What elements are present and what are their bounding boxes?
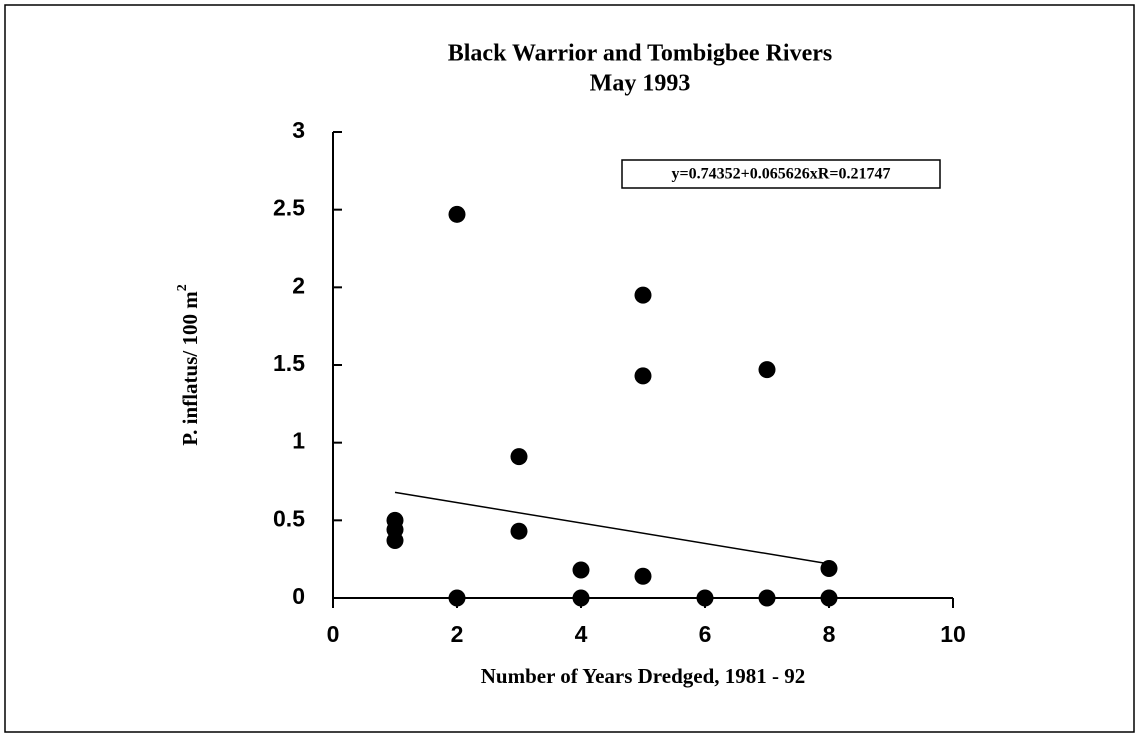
trend-line xyxy=(394,491,830,565)
x-tick-label: 4 xyxy=(575,621,588,647)
annotation: y=0.74352+0.065626xR=0.21747 xyxy=(672,166,891,183)
point xyxy=(634,567,652,585)
point xyxy=(758,361,776,379)
point xyxy=(386,532,404,550)
x-axis-label: Number of Years Dredged, 1981 - 92 xyxy=(481,664,806,688)
chart-title: Black Warrior and Tombigbee Rivers xyxy=(448,41,832,67)
point xyxy=(510,522,528,540)
y-tick-label: 3 xyxy=(292,117,305,143)
y-axis-label: P. inflatus/ 100 m2 xyxy=(175,284,202,445)
chart-subtitle: May 1993 xyxy=(590,71,691,97)
y-tick-label: 0.5 xyxy=(273,505,305,531)
x-tick-label: 2 xyxy=(451,621,464,647)
point xyxy=(510,448,528,466)
point xyxy=(634,367,652,385)
point xyxy=(758,589,776,607)
point xyxy=(820,589,838,607)
x-tick-label: 10 xyxy=(940,621,966,647)
point xyxy=(634,286,652,304)
annotation-box xyxy=(621,159,941,189)
x-tick-label: 0 xyxy=(327,621,340,647)
x-tick-label: 6 xyxy=(699,621,712,647)
frame xyxy=(4,4,1135,733)
y-tick-label: 0 xyxy=(292,583,305,609)
point xyxy=(448,589,466,607)
y-tick-label: 1 xyxy=(292,428,305,454)
y-axis-label-text: P. inflatus/ 100 m xyxy=(178,291,202,446)
y-tick-label: 1.5 xyxy=(273,350,305,376)
point xyxy=(820,559,838,577)
point xyxy=(572,561,590,579)
x-tick-label: 8 xyxy=(823,621,836,647)
point xyxy=(448,205,466,223)
point xyxy=(696,589,714,607)
y-axis-label-superscript: 2 xyxy=(175,284,190,291)
point xyxy=(572,589,590,607)
y-tick-label: 2 xyxy=(292,272,305,298)
y-tick-label: 2.5 xyxy=(273,195,305,221)
